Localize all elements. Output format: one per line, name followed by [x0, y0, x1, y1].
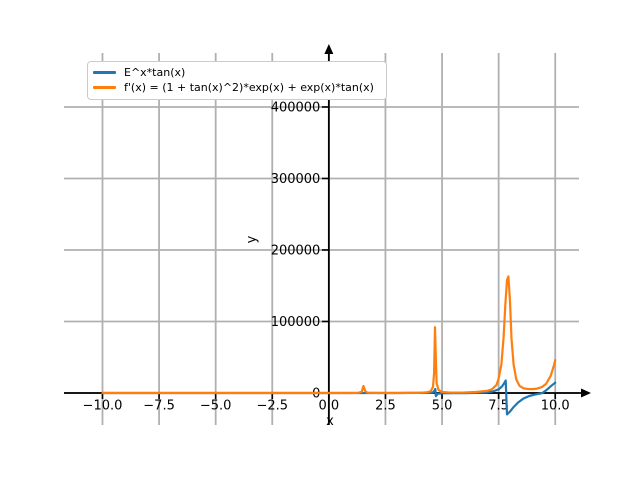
- legend-line-sample-fprime: [93, 86, 116, 89]
- x-tick-label: −5.0: [200, 398, 232, 413]
- legend-entry-fx: E^x*tan(x): [93, 65, 380, 80]
- x-axis-label: x: [326, 414, 334, 429]
- y-tick-label: 400000: [271, 100, 321, 115]
- x-tick-label: 2.5: [375, 398, 396, 413]
- x-tick-label: 10.0: [541, 398, 570, 413]
- y-axis-arrow-icon: [324, 44, 334, 54]
- y-tick-label: 100000: [271, 315, 321, 330]
- legend-label-fx: E^x*tan(x): [124, 66, 186, 79]
- y-axis-label: y: [244, 235, 260, 244]
- x-tick-label: −2.5: [256, 398, 288, 413]
- legend: E^x*tan(x) f'(x) = (1 + tan(x)^2)*exp(x)…: [87, 61, 387, 100]
- x-tick-label: −10.0: [83, 398, 123, 413]
- legend-entry-fprime: f'(x) = (1 + tan(x)^2)*exp(x) + exp(x)*t…: [93, 80, 380, 95]
- y-tick-label: 300000: [271, 172, 321, 187]
- x-tick-label: 7.5: [488, 398, 509, 413]
- x-tick-label: 5.0: [432, 398, 453, 413]
- legend-label-fprime: f'(x) = (1 + tan(x)^2)*exp(x) + exp(x)*t…: [124, 81, 374, 94]
- x-axis-arrow-icon: [581, 388, 591, 398]
- x-tick-label: −7.5: [143, 398, 175, 413]
- legend-line-sample-fx: [93, 71, 116, 74]
- curve-fprime: [101, 275, 557, 395]
- y-tick-label: 200000: [271, 243, 321, 258]
